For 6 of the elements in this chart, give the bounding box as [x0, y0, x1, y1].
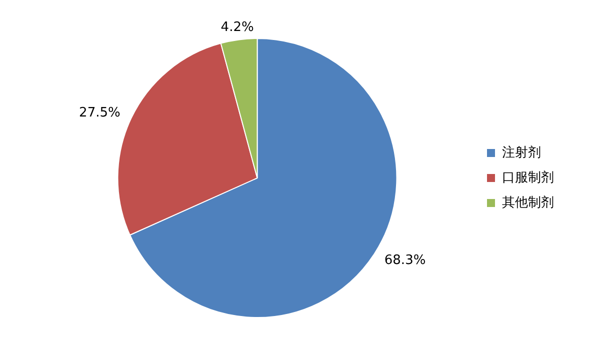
legend-label: 其他制剂 [502, 194, 554, 210]
data-label: 68.3% [384, 252, 426, 268]
legend-label: 注射剂 [502, 144, 541, 160]
data-label: 4.2% [220, 20, 254, 36]
legend-label: 口服制剂 [502, 169, 554, 186]
data-label: 27.5% [79, 105, 120, 120]
